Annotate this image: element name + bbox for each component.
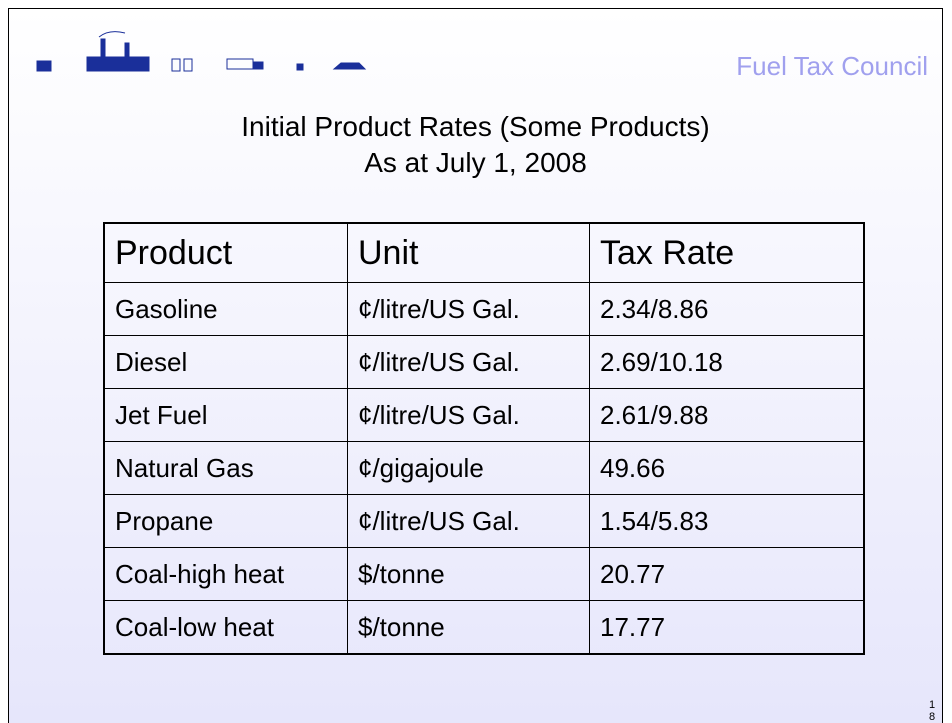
table-row: Natural Gas ¢/gigajoule 49.66 <box>103 441 865 495</box>
table-row: Coal-low heat $/tonne 17.77 <box>103 600 865 655</box>
column-header: Tax Rate <box>589 222 865 283</box>
icon-strip <box>36 31 367 72</box>
table-cell: ¢/gigajoule <box>347 441 590 495</box>
table-cell: Coal-low heat <box>103 600 348 655</box>
table-cell: Jet Fuel <box>103 388 348 442</box>
title-line: Initial Product Rates (Some Products) <box>241 111 710 142</box>
icon-truck-cab <box>252 61 264 70</box>
icon-can <box>296 63 304 71</box>
icon-pump <box>36 60 52 72</box>
icon-tank <box>171 58 181 72</box>
table-cell: 49.66 <box>589 441 865 495</box>
table-cell: 20.77 <box>589 547 865 601</box>
table-cell: 1.54/5.83 <box>589 494 865 548</box>
table-cell: Diesel <box>103 335 348 389</box>
table-cell: Natural Gas <box>103 441 348 495</box>
table-cell: $/tonne <box>347 600 590 655</box>
table-row: Propane ¢/litre/US Gal. 1.54/5.83 <box>103 494 865 548</box>
table-row: Coal-high heat $/tonne 20.77 <box>103 547 865 601</box>
icon-tank <box>183 58 193 72</box>
slide: Fuel Tax Council Initial Product Rates (… <box>8 8 943 723</box>
icon-chimney <box>100 38 106 60</box>
table-cell: ¢/litre/US Gal. <box>347 335 590 389</box>
title: Initial Product Rates (Some Products) As… <box>9 109 942 181</box>
table-row: Diesel ¢/litre/US Gal. 2.69/10.18 <box>103 335 865 389</box>
icon-chimney <box>124 42 130 60</box>
icon-refinery <box>86 56 150 72</box>
table-cell: Coal-high heat <box>103 547 348 601</box>
table-cell: ¢/litre/US Gal. <box>347 494 590 548</box>
table-cell: 2.34/8.86 <box>589 282 865 336</box>
icon-truck <box>226 58 254 70</box>
table-cell: Propane <box>103 494 348 548</box>
table-row: Gasoline ¢/litre/US Gal. 2.34/8.86 <box>103 282 865 336</box>
table-cell: 17.77 <box>589 600 865 655</box>
icon-car <box>332 62 367 70</box>
brand: Fuel Tax Council <box>736 51 928 81</box>
title-line: As at July 1, 2008 <box>364 147 587 178</box>
table-cell: 2.61/9.88 <box>589 388 865 442</box>
icon-smoke <box>98 31 126 38</box>
rates-table: Product Unit Tax Rate Gasoline ¢/litre/US Ga… <box>103 222 865 655</box>
table-cell: $/tonne <box>347 547 590 601</box>
table-cell: Gasoline <box>103 282 348 336</box>
table-cell: ¢/litre/US Gal. <box>347 388 590 442</box>
column-header: Unit <box>347 222 590 283</box>
table-cell: ¢/litre/US Gal. <box>347 282 590 336</box>
table-row: Jet Fuel ¢/litre/US Gal. 2.61/9.88 <box>103 388 865 442</box>
header-row: Product Unit Tax Rate <box>103 222 865 283</box>
column-header: Product <box>103 222 348 283</box>
table-cell: 2.69/10.18 <box>589 335 865 389</box>
page-number: 18 <box>928 699 936 723</box>
